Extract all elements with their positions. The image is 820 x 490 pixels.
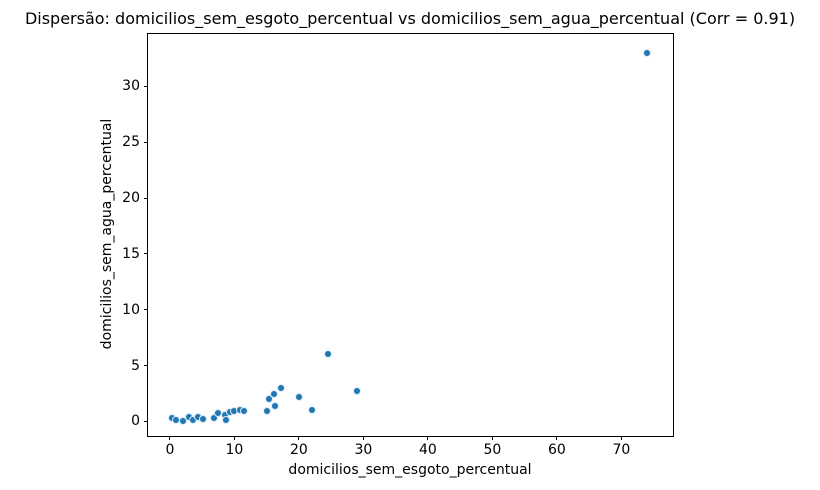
x-tick <box>491 436 493 440</box>
y-tick-label: 0 <box>131 413 140 430</box>
y-tick <box>144 253 148 255</box>
y-tick <box>144 85 148 87</box>
data-point <box>264 395 273 404</box>
data-point <box>352 387 361 396</box>
y-tick-label: 10 <box>122 301 140 318</box>
data-point <box>307 406 316 415</box>
data-point <box>222 415 231 424</box>
plot-area: 0 10 20 30 40 50 60 70 0 5 10 15 20 25 30 <box>122 33 674 458</box>
x-tick-label: 50 <box>483 442 502 458</box>
y-axis-label: domicilios_sem_agua_percentual <box>99 118 115 350</box>
x-tick <box>556 436 558 440</box>
x-tick <box>362 436 364 440</box>
x-tick <box>427 436 429 440</box>
data-point <box>323 350 332 359</box>
data-point <box>270 389 279 398</box>
y-tick <box>144 420 148 422</box>
x-tick <box>298 436 300 440</box>
y-tick-label: 15 <box>122 245 140 262</box>
y-tick <box>144 141 148 143</box>
data-point <box>294 392 303 401</box>
chart-title: Dispersão: domicilios_sem_esgoto_percent… <box>24 9 796 28</box>
x-tick-label: 30 <box>354 442 373 458</box>
x-tick-label: 10 <box>225 442 244 458</box>
x-axis-label: domicilios_sem_esgoto_percentual <box>288 462 532 478</box>
y-tick-label: 25 <box>122 134 140 151</box>
data-point <box>262 407 271 416</box>
y-tick <box>144 309 148 311</box>
y-tick-label: 30 <box>122 78 140 95</box>
y-tick-label: 20 <box>122 190 140 207</box>
data-point <box>240 406 249 415</box>
data-point <box>276 383 285 392</box>
data-point <box>643 48 652 57</box>
y-tick <box>144 197 148 199</box>
x-tick <box>169 436 171 440</box>
data-point <box>271 402 280 411</box>
x-tick-label: 40 <box>418 442 437 458</box>
x-tick <box>233 436 235 440</box>
x-tick-label: 20 <box>289 442 308 458</box>
x-tick-label: 70 <box>612 442 631 458</box>
x-tick-label: 60 <box>547 442 566 458</box>
data-point <box>179 416 188 425</box>
data-point <box>198 415 207 424</box>
x-tick <box>620 436 622 440</box>
y-tick <box>144 365 148 367</box>
x-tick-label: 0 <box>165 442 175 458</box>
y-tick-label: 5 <box>131 357 140 374</box>
